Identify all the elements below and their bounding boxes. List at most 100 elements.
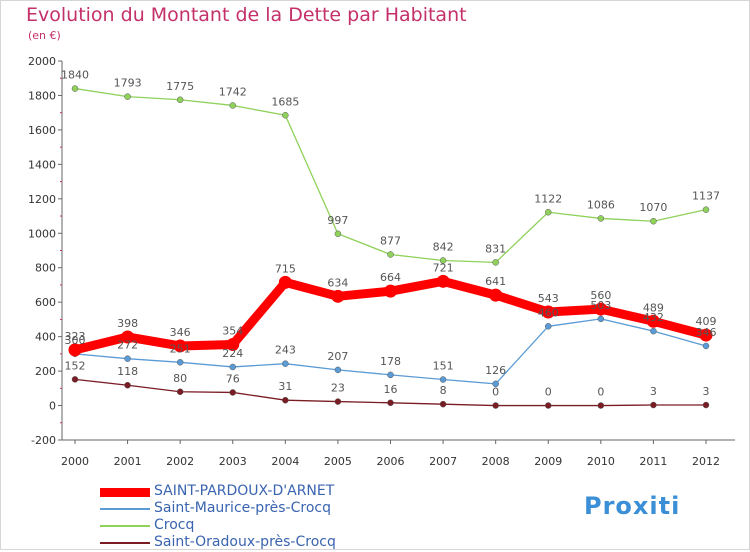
data-point: [545, 402, 552, 409]
data-point: [176, 96, 184, 104]
data-point: [702, 401, 710, 409]
data-point: [489, 288, 503, 302]
data-point: [173, 339, 187, 353]
data-label: 489: [643, 301, 664, 314]
legend-swatch: [100, 487, 150, 497]
data-label: 354: [222, 325, 243, 338]
data-point: [68, 343, 82, 357]
data-point: [278, 275, 292, 289]
data-point: [646, 314, 660, 328]
data-label: 1685: [271, 95, 299, 108]
data-label: 432: [643, 311, 664, 324]
x-tick-label: 2000: [61, 455, 89, 468]
data-label: 842: [433, 240, 454, 253]
data-label: 152: [65, 359, 86, 372]
data-label: 3: [650, 385, 657, 398]
data-point: [334, 366, 342, 374]
data-label: 503: [590, 299, 611, 312]
data-label: 151: [433, 360, 454, 373]
data-point: [387, 399, 394, 407]
data-point: [597, 402, 605, 409]
data-label: 664: [380, 271, 401, 284]
data-label: 1775: [166, 80, 194, 93]
data-point: [545, 209, 552, 216]
data-label: 0: [597, 386, 604, 399]
data-point: [439, 376, 447, 383]
data-point: [650, 327, 657, 335]
data-label: 23: [331, 382, 345, 395]
data-point: [229, 102, 236, 109]
data-label: 997: [327, 214, 348, 227]
x-tick-label: 2011: [639, 455, 667, 468]
data-point: [492, 402, 499, 409]
data-label: 272: [117, 339, 138, 352]
data-label: 1793: [114, 77, 142, 90]
chart-subtitle: (en €): [28, 29, 61, 42]
x-tick-label: 2006: [377, 455, 405, 468]
data-label: 118: [117, 365, 138, 378]
data-label: 1137: [692, 190, 720, 203]
logo-text: Proxiti: [584, 492, 681, 520]
legend-label: Crocq: [154, 517, 195, 533]
x-tick-label: 2010: [587, 455, 615, 468]
data-label: 346: [696, 326, 717, 339]
data-point: [282, 396, 289, 404]
legend-swatch: [100, 508, 150, 510]
data-label: 0: [545, 386, 552, 399]
data-point: [545, 323, 552, 330]
data-label: 543: [538, 292, 559, 305]
data-label: 8: [440, 384, 447, 397]
data-point: [334, 230, 342, 238]
data-label: 243: [275, 344, 296, 357]
data-point: [229, 389, 236, 396]
data-point: [282, 112, 289, 119]
data-point: [334, 398, 342, 405]
y-tick-label: 1200: [28, 193, 56, 206]
data-point: [331, 289, 345, 303]
y-tick-label: 0: [49, 400, 56, 413]
data-point: [650, 217, 657, 225]
data-label: 251: [170, 342, 191, 355]
legend-swatch: [100, 525, 150, 527]
line-chart: -200020040060080010001200140016001800200…: [28, 55, 735, 468]
data-label: 409: [696, 315, 717, 328]
data-label: 76: [226, 372, 240, 385]
data-label: 346: [170, 326, 191, 339]
legend-label: SAINT-PARDOUX-D'ARNET: [154, 483, 335, 499]
data-label: 1742: [219, 85, 247, 98]
data-label: 16: [384, 383, 398, 396]
x-tick-label: 2012: [692, 455, 720, 468]
data-point: [597, 215, 605, 222]
data-label: 715: [275, 262, 296, 275]
data-label: 300: [65, 334, 86, 347]
data-point: [436, 274, 450, 288]
data-label: 1070: [639, 201, 667, 214]
x-tick-label: 2007: [429, 455, 457, 468]
data-label: 3: [703, 385, 710, 398]
data-point: [387, 371, 394, 379]
data-point: [384, 284, 397, 298]
data-label: 1122: [534, 192, 562, 205]
y-tick-label: 400: [35, 331, 56, 344]
data-point: [541, 305, 555, 319]
data-point: [121, 330, 135, 344]
x-tick-label: 2003: [219, 455, 247, 468]
data-label: 877: [380, 234, 401, 247]
data-point: [492, 380, 499, 388]
data-point: [124, 381, 131, 389]
legend-label: Saint-Maurice-près-Crocq: [154, 500, 331, 516]
data-label: 207: [327, 350, 348, 363]
data-label: 224: [222, 347, 243, 360]
data-point: [282, 360, 289, 367]
data-point: [176, 388, 184, 396]
data-label: 126: [485, 364, 506, 377]
y-tick-label: 1600: [28, 124, 56, 137]
y-tick-label: 200: [35, 365, 56, 378]
data-label: 80: [173, 372, 187, 385]
data-label: 0: [492, 386, 499, 399]
data-label: 1840: [61, 69, 89, 82]
data-point: [699, 328, 713, 342]
data-label: 460: [538, 306, 559, 319]
data-point: [124, 93, 131, 100]
